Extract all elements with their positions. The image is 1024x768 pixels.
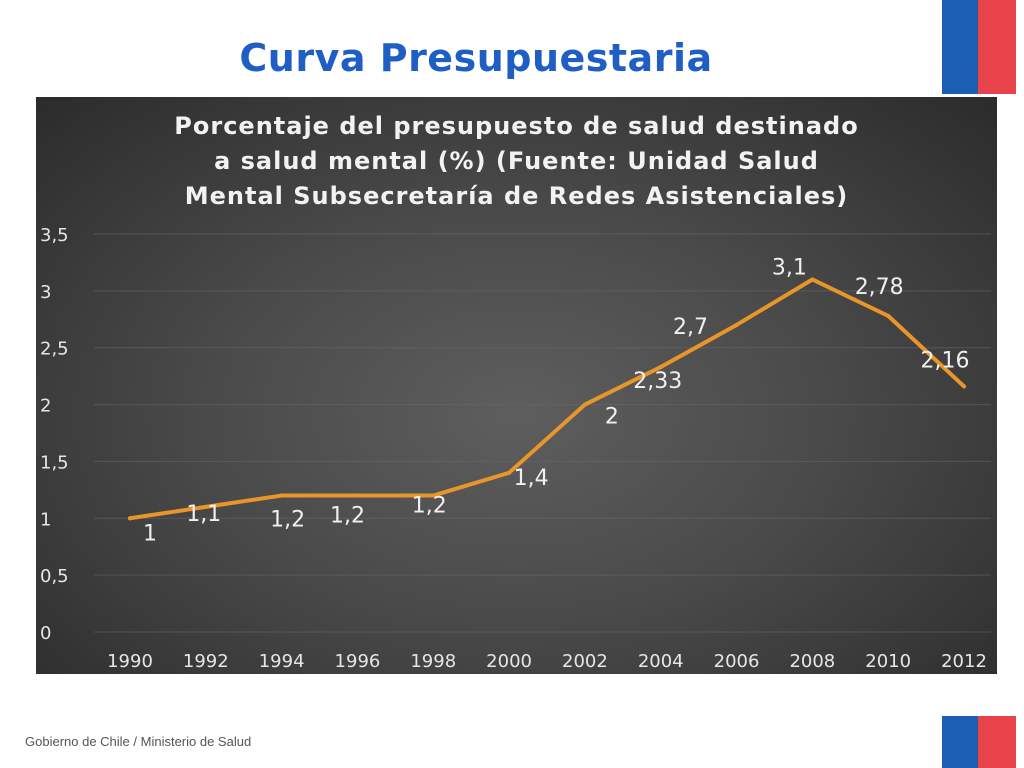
x-tick-label: 2002 bbox=[562, 651, 608, 672]
chart-title: Porcentaje del presupuesto de salud dest… bbox=[36, 109, 997, 214]
data-point bbox=[810, 277, 815, 282]
y-tick-label: 1 bbox=[40, 509, 51, 530]
data-point bbox=[582, 402, 587, 407]
data-label: 2,7 bbox=[673, 315, 708, 340]
x-tick-label: 2004 bbox=[638, 651, 684, 672]
chart-panel: Porcentaje del presupuesto de salud dest… bbox=[36, 97, 997, 674]
data-label: 1 bbox=[143, 521, 157, 546]
data-point bbox=[279, 493, 284, 498]
data-label: 1,2 bbox=[270, 508, 305, 533]
x-tick-label: 2006 bbox=[714, 651, 760, 672]
data-label: 1,2 bbox=[412, 494, 447, 519]
data-point bbox=[734, 322, 739, 327]
x-tick-label: 1998 bbox=[410, 651, 456, 672]
x-tick-label: 2008 bbox=[789, 651, 835, 672]
data-point bbox=[507, 470, 512, 475]
x-tick-label: 2000 bbox=[486, 651, 532, 672]
x-tick-label: 2010 bbox=[865, 651, 911, 672]
line-chart: 0 0,5 1 1,5 2 2,5 3 3,5 1990 1992 1994 1996 1998 2000… bbox=[40, 225, 991, 672]
data-label: 1,1 bbox=[186, 502, 221, 527]
x-tick-label: 1990 bbox=[107, 651, 153, 672]
y-tick-label: 3 bbox=[40, 282, 51, 303]
y-tick-label: 2,5 bbox=[40, 339, 69, 360]
y-tick-label: 0 bbox=[40, 623, 51, 644]
x-tick-label: 1994 bbox=[259, 651, 305, 672]
footer-text: Gobierno de Chile / Ministerio de Salud bbox=[25, 734, 252, 749]
chart-title-line-1: Porcentaje del presupuesto de salud dest… bbox=[174, 112, 859, 140]
data-label: 3,1 bbox=[772, 255, 807, 280]
y-tick-label: 2 bbox=[40, 396, 51, 417]
y-tick-label: 3,5 bbox=[40, 225, 69, 246]
data-point bbox=[128, 516, 132, 521]
x-tick-label: 2012 bbox=[941, 651, 987, 672]
chart-title-line-3: Mental Subsecretaría de Redes Asistencia… bbox=[184, 182, 849, 210]
x-tick-label: 1992 bbox=[183, 651, 229, 672]
data-point bbox=[203, 504, 208, 509]
chile-flag-bottom bbox=[942, 716, 1016, 768]
series-line bbox=[128, 277, 966, 521]
data-point bbox=[658, 365, 663, 370]
data-label: 1,2 bbox=[330, 504, 365, 529]
data-label: 2 bbox=[605, 405, 619, 430]
chile-flag-top bbox=[942, 0, 1016, 94]
data-label: 2,78 bbox=[855, 275, 904, 300]
x-tick-label: 1996 bbox=[335, 651, 381, 672]
chart-title-line-2: a salud mental (%) (Fuente: Unidad Salud bbox=[214, 147, 819, 175]
data-point bbox=[431, 493, 436, 498]
y-tick-label: 1,5 bbox=[40, 452, 69, 473]
slide-title: Curva Presupuestaria bbox=[239, 36, 713, 80]
data-point bbox=[355, 493, 360, 498]
data-label: 1,4 bbox=[514, 466, 549, 491]
data-point bbox=[962, 384, 966, 389]
data-label: 2,33 bbox=[633, 369, 682, 394]
y-tick-label: 0,5 bbox=[40, 566, 69, 587]
data-label: 2,16 bbox=[921, 348, 970, 373]
data-point bbox=[886, 313, 891, 318]
